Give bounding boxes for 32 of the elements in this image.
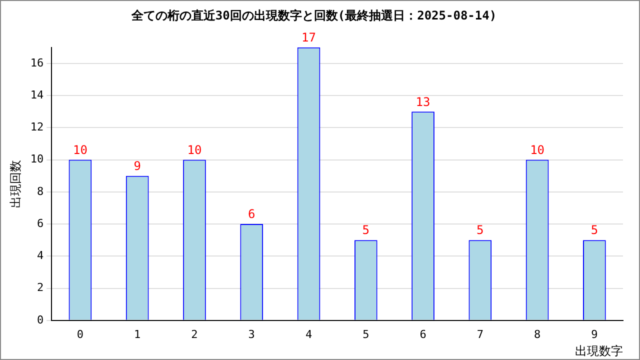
x-tick-label: 1 [134,328,141,341]
y-tick-label: 8 [37,184,44,198]
data-label: 9 [134,158,141,173]
y-tick-label: 0 [37,313,44,326]
x-tick-label: 5 [362,328,370,341]
y-tick-label: 16 [30,56,44,70]
data-label: 10 [530,142,545,157]
y-tick-label: 10 [30,152,44,166]
x-tick-label: 6 [420,328,426,341]
data-label: 10 [187,142,202,157]
data-label: 5 [590,223,598,238]
x-tick-label: 3 [248,328,255,341]
y-tick-label: 4 [37,249,44,262]
y-tick-label: 6 [37,216,44,230]
x-tick-label: 8 [534,328,541,341]
data-label: 17 [302,30,316,45]
y-tick-label: 2 [37,281,44,294]
data-label: 13 [416,94,430,109]
x-tick-label: 9 [591,328,598,341]
chart-title: 全ての桁の直近30回の出現数字と回数(最終抽選日：2025-08-14) [130,8,497,22]
x-tick-label: 4 [305,328,312,341]
data-label: 10 [72,142,88,157]
x-axis-title: 出現数字 [575,344,623,358]
y-tick-label: 12 [30,120,44,134]
x-tick-label: 2 [191,328,198,341]
x-tick-label: 7 [476,328,484,341]
y-axis-title: 出現回数 [8,160,22,208]
data-label: 5 [476,223,484,238]
y-tick-label: 14 [30,88,44,102]
data-label: 5 [362,223,370,238]
x-tick-label: 0 [76,328,84,341]
data-label: 6 [248,207,256,222]
